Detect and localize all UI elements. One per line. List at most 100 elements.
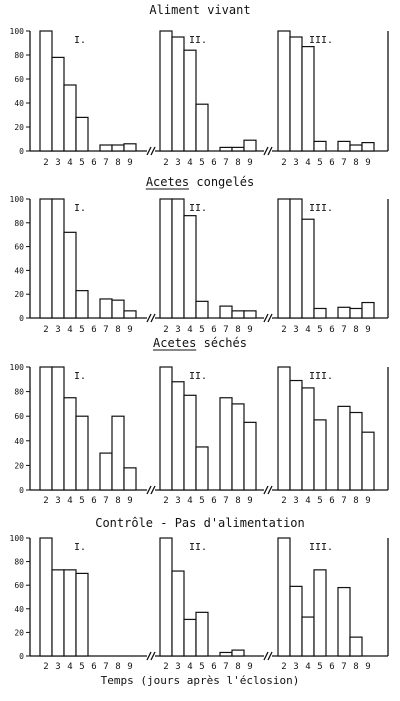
x-tick-label: 4	[67, 325, 72, 335]
axis-break-mark	[150, 313, 156, 323]
axis-break-mark	[146, 313, 152, 323]
axis-break-mark	[263, 651, 269, 661]
bar	[171, 570, 185, 657]
x-tick-label: 8	[235, 662, 240, 672]
bar	[39, 366, 53, 491]
bar	[337, 306, 351, 319]
x-tick-label: 7	[341, 662, 346, 672]
bar	[349, 411, 363, 491]
bar	[289, 585, 303, 657]
x-tick-label: 5	[317, 325, 322, 335]
bar	[123, 143, 137, 152]
x-tick-label: 3	[293, 158, 298, 168]
bar	[313, 569, 327, 657]
y-tick-label: 40	[14, 437, 24, 446]
y-tick-label: 40	[14, 266, 24, 275]
bar	[195, 611, 209, 657]
x-tick-label: 7	[223, 662, 228, 672]
x-tick-label: 7	[223, 325, 228, 335]
bar	[63, 397, 77, 491]
bar	[231, 649, 245, 657]
x-tick-label: 2	[163, 158, 168, 168]
x-tick-label: 2	[43, 662, 48, 672]
bar	[99, 452, 113, 491]
x-tick-label: 6	[329, 158, 334, 168]
x-tick-label: 8	[235, 325, 240, 335]
bar	[159, 366, 173, 491]
x-tick-label: 9	[127, 662, 132, 672]
x-tick-label: 2	[43, 158, 48, 168]
axis-break-mark	[150, 146, 156, 156]
x-tick-label: 5	[79, 662, 84, 672]
x-tick-label: 3	[55, 325, 60, 335]
bar	[337, 140, 351, 152]
x-tick-label: 2	[43, 496, 48, 506]
group-label: II.	[189, 542, 207, 553]
y-tick-label: 80	[14, 51, 24, 60]
x-tick-label: 2	[281, 662, 286, 672]
x-tick-label: 5	[79, 496, 84, 506]
bar	[63, 84, 77, 152]
bar	[63, 569, 77, 657]
bar	[349, 144, 363, 152]
group-label: II.	[189, 371, 207, 382]
x-tick-label: 5	[199, 158, 204, 168]
x-tick-label: 4	[305, 325, 310, 335]
bar	[231, 146, 245, 152]
x-tick-label: 4	[67, 662, 72, 672]
y-tick-label: 100	[10, 534, 25, 543]
group-label: III.	[309, 371, 333, 382]
y-tick-label: 0	[19, 147, 24, 156]
bar	[243, 310, 257, 319]
axis-break-mark	[263, 485, 269, 495]
bar	[75, 116, 89, 152]
x-tick-label: 9	[127, 325, 132, 335]
x-tick-label: 5	[199, 496, 204, 506]
x-tick-label: 3	[175, 158, 180, 168]
axis-break-mark	[267, 485, 273, 495]
x-tick-label: 9	[247, 662, 252, 672]
bar	[219, 397, 233, 491]
x-tick-label: 4	[67, 158, 72, 168]
x-tick-label: 5	[199, 662, 204, 672]
x-tick-label: 2	[163, 325, 168, 335]
x-tick-label: 9	[365, 496, 370, 506]
x-tick-label: 8	[115, 496, 120, 506]
bar	[51, 198, 65, 319]
y-tick-label: 80	[14, 219, 24, 228]
bar	[63, 231, 77, 319]
bar	[301, 616, 315, 657]
bar	[159, 198, 173, 319]
x-tick-label: 2	[163, 496, 168, 506]
x-tick-label: 6	[91, 158, 96, 168]
x-tick-label: 3	[293, 496, 298, 506]
bar	[195, 300, 209, 319]
x-tick-label: 6	[329, 662, 334, 672]
x-tick-label: 6	[91, 662, 96, 672]
bar	[277, 30, 291, 152]
x-tick-label: 5	[79, 158, 84, 168]
group-label: III.	[309, 35, 333, 46]
x-tick-label: 7	[223, 496, 228, 506]
x-tick-label: 6	[211, 158, 216, 168]
group-label: III.	[309, 203, 333, 214]
axis-break-mark	[150, 485, 156, 495]
bar	[313, 307, 327, 319]
axis-break-mark	[263, 313, 269, 323]
x-tick-label: 9	[127, 496, 132, 506]
bar	[171, 381, 185, 491]
bar	[111, 415, 125, 491]
x-tick-label: 2	[43, 325, 48, 335]
bar	[231, 403, 245, 491]
x-tick-label: 3	[175, 496, 180, 506]
x-tick-label: 6	[211, 662, 216, 672]
bar	[123, 467, 137, 491]
bar	[243, 421, 257, 491]
x-tick-label: 8	[115, 325, 120, 335]
bar	[183, 618, 197, 657]
x-tick-label: 6	[329, 496, 334, 506]
bar	[337, 405, 351, 491]
x-tick-label: 7	[103, 662, 108, 672]
